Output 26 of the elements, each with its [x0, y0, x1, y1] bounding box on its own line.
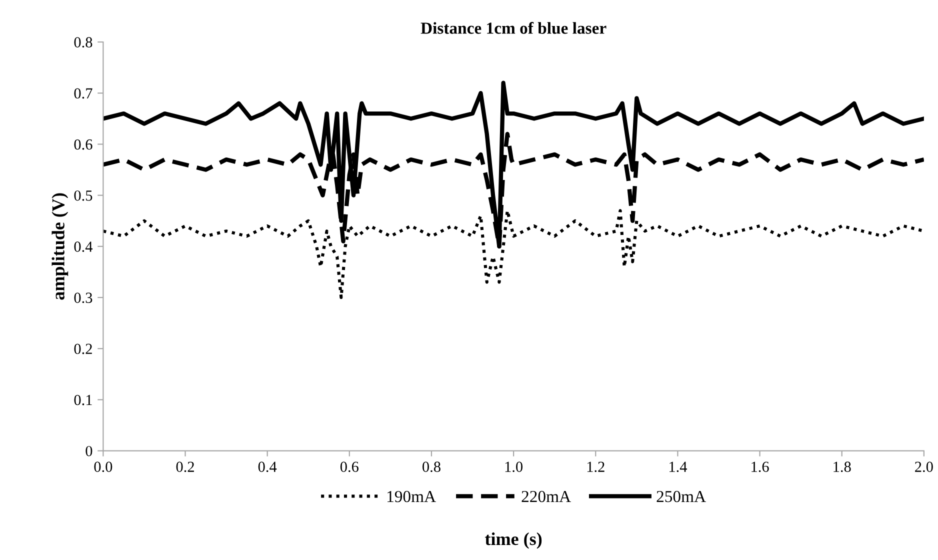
x-axis-title: time (s): [485, 532, 542, 549]
y-tick-label: 0.6: [74, 139, 92, 150]
legend-label: 190mA: [388, 490, 436, 502]
y-tick-label: 0.5: [74, 190, 92, 201]
x-tick-label: 0.2: [176, 462, 194, 472]
x-tick-label: 2.0: [915, 462, 933, 472]
x-tick-label: 0.8: [422, 462, 440, 472]
x-tick-label: 1.2: [587, 462, 604, 472]
x-tick-label: 0.4: [258, 462, 277, 472]
x-tick-label: 0.6: [340, 462, 358, 472]
x-tick-label: 1.8: [834, 462, 851, 472]
x-tick-label: 0.0: [94, 462, 112, 472]
y-tick-label: 0.4: [74, 242, 93, 252]
y-tick-label: 0.8: [74, 37, 92, 48]
y-tick-label: 0: [86, 446, 92, 456]
y-tick-label: 0.7: [74, 88, 92, 99]
chart-title: Distance 1cm of blue laser: [420, 22, 606, 34]
y-tick-label: 0.2: [74, 344, 92, 354]
legend-label: 250mA: [656, 490, 706, 502]
y-tick-label: 0.1: [74, 394, 92, 406]
x-tick-label: 1.4: [670, 462, 688, 472]
y-tick-label: 0.3: [74, 292, 92, 304]
y-axis-title: amplitude (V): [52, 193, 68, 300]
legend-label: 220mA: [522, 490, 571, 502]
x-tick-label: 1.6: [752, 462, 769, 472]
x-tick-label: 1.0: [505, 462, 523, 472]
